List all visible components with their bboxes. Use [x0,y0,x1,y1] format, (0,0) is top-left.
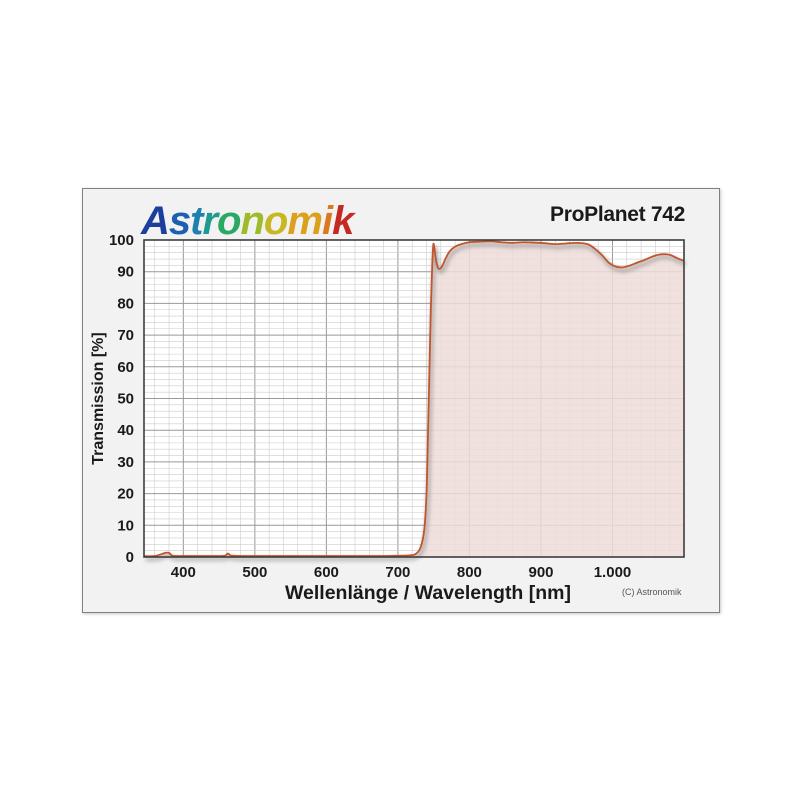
svg-text:30: 30 [117,454,134,471]
svg-text:10: 10 [117,517,134,534]
svg-text:Wellenlänge / Wavelength [nm]: Wellenlänge / Wavelength [nm] [285,582,571,604]
svg-text:60: 60 [117,359,134,376]
svg-text:800: 800 [457,564,482,581]
svg-text:(C) Astronomik: (C) Astronomik [622,587,682,597]
svg-text:500: 500 [242,564,267,581]
svg-text:70: 70 [117,327,134,344]
svg-text:700: 700 [385,564,410,581]
svg-text:1.000: 1.000 [594,564,632,581]
svg-text:80: 80 [117,295,134,312]
svg-text:0: 0 [126,549,134,566]
svg-text:50: 50 [117,391,134,408]
svg-text:90: 90 [117,264,134,281]
svg-text:20: 20 [117,486,134,503]
svg-text:40: 40 [117,422,134,439]
svg-text:900: 900 [528,564,553,581]
svg-text:100: 100 [109,232,134,249]
svg-text:Transmission [%]: Transmission [%] [90,332,107,464]
svg-text:400: 400 [171,564,196,581]
svg-text:600: 600 [314,564,339,581]
